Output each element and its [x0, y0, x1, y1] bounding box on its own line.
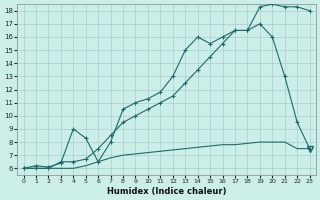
X-axis label: Humidex (Indice chaleur): Humidex (Indice chaleur) — [107, 187, 226, 196]
